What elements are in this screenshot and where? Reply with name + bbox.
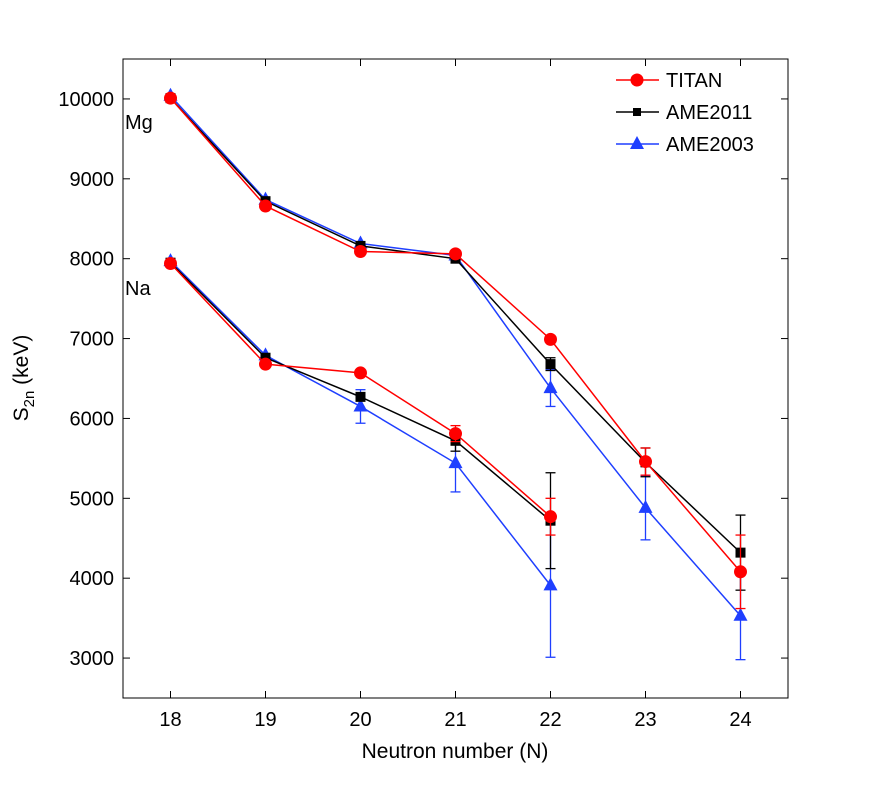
data-point	[449, 427, 462, 441]
legend-label-ame2011: AME2011	[666, 102, 752, 124]
data-point	[354, 244, 367, 258]
y-tick-label: 8000	[70, 249, 115, 271]
data-point	[545, 359, 556, 370]
annotation-mg: Mg	[125, 112, 153, 134]
data-point	[355, 391, 366, 402]
data-point	[259, 357, 272, 371]
y-tick-label: 7000	[70, 329, 115, 351]
y-axis-title-main: S	[10, 407, 33, 421]
data-point	[734, 565, 747, 579]
data-point	[449, 247, 462, 261]
x-tick-label: 23	[634, 709, 656, 731]
y-tick-label: 3000	[70, 648, 115, 670]
y-axis-title-units: (keV)	[10, 335, 33, 391]
data-point	[448, 455, 463, 469]
y-axis-title-sub: 2n	[21, 391, 38, 408]
legend-marker-ame2003	[630, 136, 644, 149]
x-axis-title: Neutron number (N)	[362, 740, 549, 763]
x-tick-label: 18	[159, 709, 181, 731]
x-tick-label: 24	[729, 709, 751, 731]
y-tick-label: 4000	[70, 568, 115, 590]
y-tick-label: 6000	[70, 408, 115, 430]
x-tick-label: 21	[444, 709, 466, 731]
data-point	[544, 332, 557, 346]
x-tick-label: 19	[254, 709, 276, 731]
y-axis-title: S2n (keV)	[10, 335, 38, 422]
y-tick-label: 5000	[70, 488, 115, 510]
legend: TITAN AME2011 AME2003	[616, 70, 754, 156]
annotation-na: Na	[125, 278, 151, 300]
series-layer	[163, 87, 748, 661]
data-point	[639, 455, 652, 469]
series-titan-mg	[164, 91, 747, 610]
data-point	[164, 256, 177, 270]
data-point	[353, 398, 368, 412]
y-tick-label: 10000	[58, 89, 114, 111]
y-tick-label: 9000	[70, 169, 115, 191]
axes: 18 19 20 21 22 23 24 3000 4000 5000 6000 7000 8000 90…	[58, 59, 788, 731]
legend-marker-ame2011	[633, 108, 641, 116]
data-point	[638, 499, 653, 513]
legend-label-titan: TITAN	[666, 70, 722, 92]
data-point	[544, 510, 557, 524]
data-point	[733, 607, 748, 621]
data-point	[354, 366, 367, 380]
series-titan-na	[164, 256, 557, 536]
data-point	[543, 380, 558, 394]
x-tick-label: 20	[349, 709, 371, 731]
legend-label-ame2003: AME2003	[666, 134, 754, 156]
data-point	[259, 199, 272, 213]
data-point	[164, 91, 177, 105]
data-point	[543, 577, 558, 591]
x-tick-label: 22	[539, 709, 561, 731]
legend-marker-titan	[630, 73, 644, 87]
